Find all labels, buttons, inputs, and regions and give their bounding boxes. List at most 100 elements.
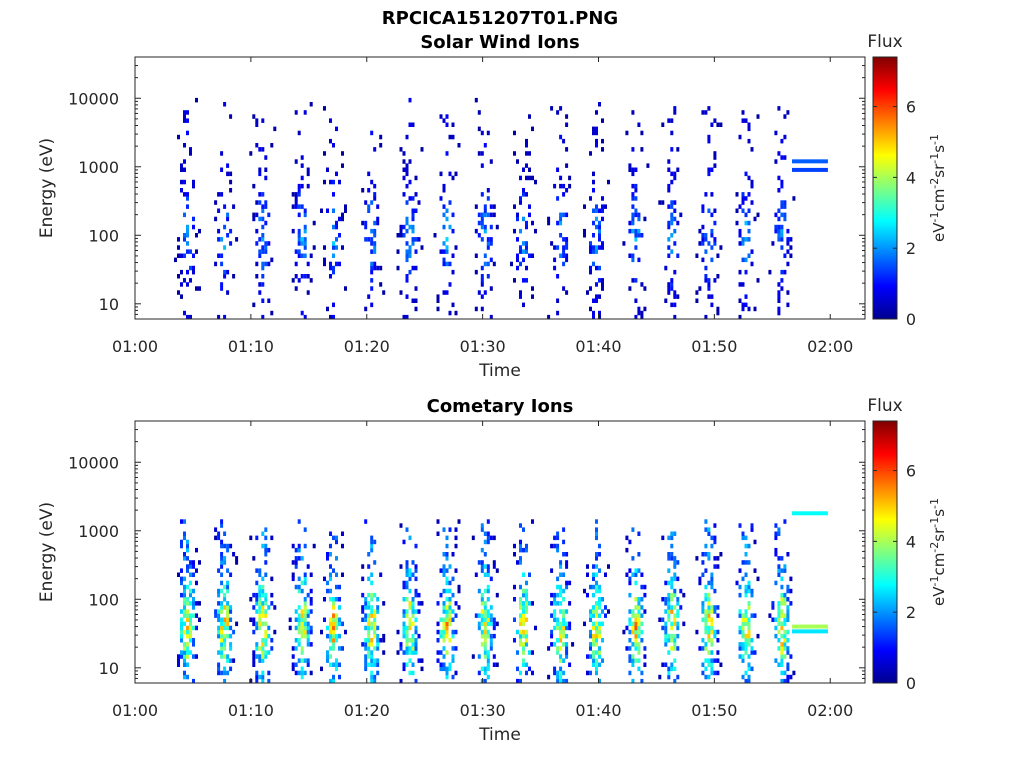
spectrogram-cell bbox=[744, 633, 748, 639]
spectrogram-cell bbox=[713, 535, 717, 541]
spectrogram-cell bbox=[226, 269, 230, 275]
spectrogram-cell bbox=[559, 633, 563, 639]
spectrogram-cell bbox=[341, 531, 344, 536]
spectrogram-cell bbox=[270, 638, 274, 643]
spectrogram-cell bbox=[525, 605, 528, 610]
spectrogram-cell bbox=[405, 134, 409, 140]
spectrogram-cell bbox=[559, 106, 563, 111]
spectrogram-cell bbox=[667, 556, 671, 561]
spectrogram-cell bbox=[601, 638, 604, 643]
spectrogram-cell bbox=[448, 171, 452, 177]
spectrogram-cell bbox=[592, 564, 595, 569]
spectrogram-cell bbox=[183, 642, 186, 647]
spectrogram-cell bbox=[525, 547, 528, 553]
spectrogram-cell bbox=[525, 609, 528, 614]
spectrogram-cell bbox=[777, 568, 781, 573]
spectrogram-cell bbox=[183, 167, 186, 172]
spectrogram-cell bbox=[229, 658, 233, 663]
spectrogram-cell bbox=[335, 556, 338, 561]
spectrogram-cell bbox=[670, 580, 674, 586]
spectrogram-cell bbox=[643, 609, 647, 614]
spectrogram-cell bbox=[376, 642, 380, 647]
spectrogram-cell bbox=[186, 233, 189, 238]
spectrogram-cell bbox=[571, 642, 575, 647]
spectrogram-cell bbox=[186, 617, 189, 622]
spectrogram-cell bbox=[252, 629, 256, 635]
spectrogram-cell bbox=[220, 646, 224, 651]
spectrogram-cell bbox=[414, 678, 418, 683]
spectrogram-cell bbox=[448, 200, 452, 205]
spectrogram-cell bbox=[553, 265, 557, 271]
spectrogram-cell bbox=[559, 220, 563, 226]
spectrogram-cell bbox=[747, 642, 751, 647]
spectrogram-cell bbox=[402, 192, 406, 197]
spectrogram-cell bbox=[192, 588, 195, 594]
spectrogram-cell bbox=[750, 523, 754, 528]
spectrogram-cell bbox=[598, 629, 601, 635]
spectrogram-cell bbox=[780, 233, 784, 238]
spectrogram-cell bbox=[695, 290, 699, 295]
spectrogram-cell bbox=[192, 638, 195, 643]
spectrogram-cell bbox=[550, 613, 554, 618]
spectrogram-cell bbox=[670, 118, 674, 123]
spectrogram-cell bbox=[344, 208, 347, 213]
spectrogram-cell bbox=[270, 535, 274, 541]
spectrogram-cell bbox=[522, 609, 525, 614]
spectrogram-cell bbox=[402, 666, 406, 672]
spectrogram-cell bbox=[716, 122, 720, 127]
colorbar-tick-label: 4 bbox=[906, 168, 916, 187]
spectrogram-cell bbox=[226, 588, 230, 594]
spectrogram-cell bbox=[519, 249, 522, 254]
spectrogram-cell bbox=[701, 560, 705, 565]
spectrogram-cell bbox=[598, 228, 601, 234]
spectrogram-cell bbox=[753, 539, 757, 545]
spectrogram-cell bbox=[223, 605, 227, 610]
spectrogram-cell bbox=[707, 134, 711, 140]
spectrogram-cell bbox=[264, 592, 268, 598]
spectrogram-cell bbox=[565, 290, 569, 295]
spectrogram-cell bbox=[601, 138, 604, 144]
spectrogram-cell bbox=[716, 650, 720, 655]
spectrogram-cell bbox=[436, 638, 440, 643]
spectrogram-cell bbox=[332, 625, 335, 631]
colorbar-tick-label: 0 bbox=[906, 674, 916, 693]
spectrogram-cell bbox=[744, 535, 748, 541]
spectrogram-cell bbox=[707, 650, 711, 655]
spectrogram-cell bbox=[553, 613, 557, 618]
spectrogram-cell bbox=[738, 134, 742, 140]
spectrogram-cell bbox=[598, 543, 601, 549]
spectrogram-cell bbox=[396, 650, 400, 655]
spectrogram-cell bbox=[329, 617, 332, 622]
spectrogram-cell bbox=[707, 527, 711, 532]
spectrogram-cell bbox=[373, 539, 377, 545]
spectrogram-cell bbox=[780, 212, 784, 218]
spectrogram-cell bbox=[643, 646, 647, 651]
spectrogram-cell bbox=[220, 286, 224, 291]
spectrogram-cell bbox=[525, 151, 528, 156]
spectrogram-cell bbox=[589, 286, 592, 291]
spectrogram-cell bbox=[783, 613, 787, 618]
spectrogram-cell bbox=[229, 572, 233, 577]
spectrogram-cell bbox=[713, 278, 717, 283]
spectrogram-cell bbox=[232, 629, 236, 635]
spectrogram-cell bbox=[229, 114, 233, 119]
spectrogram-cell bbox=[631, 196, 635, 201]
spectrogram-cell bbox=[701, 617, 705, 622]
spectrogram-cell bbox=[601, 245, 604, 250]
spectrogram-cell bbox=[338, 216, 341, 222]
spectrogram-cell bbox=[753, 650, 757, 655]
spectrogram-cell bbox=[255, 241, 259, 246]
spectrogram-cell bbox=[780, 678, 784, 683]
spectrogram-cell bbox=[364, 613, 368, 618]
spectrogram-cell bbox=[448, 609, 452, 614]
spectrogram-cell bbox=[370, 237, 374, 242]
spectrogram-cell bbox=[701, 572, 705, 577]
spectrogram-cell bbox=[329, 543, 332, 549]
spectrogram-cell bbox=[338, 617, 341, 622]
spectrogram-cell bbox=[294, 617, 298, 622]
spectrogram-cell bbox=[777, 613, 781, 618]
spectrogram-cell bbox=[303, 617, 307, 622]
spectrogram-cell bbox=[595, 633, 598, 639]
spectrogram-cell bbox=[559, 666, 563, 672]
